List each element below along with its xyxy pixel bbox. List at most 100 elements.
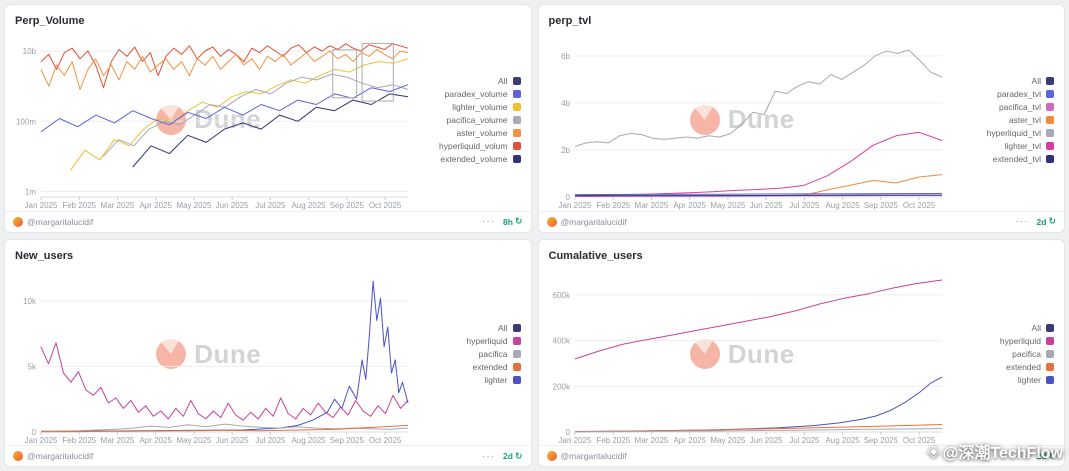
svg-text:600k: 600k — [552, 290, 570, 299]
legend-label: hyperliquid — [466, 336, 508, 347]
panel-footer: @margaritalucidif ··· 2d ↻ — [538, 445, 1064, 466]
svg-text:Jun 2025: Jun 2025 — [216, 201, 249, 210]
svg-text:Oct 2025: Oct 2025 — [902, 201, 935, 210]
svg-text:Jul 2025: Jul 2025 — [255, 201, 286, 210]
panel-menu-button[interactable]: ··· — [482, 450, 496, 462]
svg-text:Oct 2025: Oct 2025 — [369, 201, 402, 210]
legend-label: lighter — [1017, 375, 1041, 386]
legend-item[interactable]: extended_tvl — [946, 154, 1054, 164]
svg-text:Jan 2025: Jan 2025 — [25, 436, 58, 445]
chart-canvas[interactable]: 0 5k 10k Jan 2025 Feb 2025 Mar 2025 Apr 2025 Ma… — [5, 264, 413, 446]
legend-item[interactable]: hyperliquid_volum — [413, 141, 521, 151]
chart-canvas[interactable]: 0 2b 4b 6b Jan 2025 Feb 2025 Mar 2025 Apr 2025 M… — [539, 29, 947, 211]
legend-label: extended_tvl — [992, 153, 1041, 164]
legend-swatch — [512, 128, 521, 137]
legend-item[interactable]: aster_volume — [413, 128, 521, 138]
panel-title: Cumalative_users — [548, 249, 643, 262]
refresh-icon: ↻ — [1048, 216, 1056, 226]
legend-item[interactable]: hyperliquid_tvl — [946, 128, 1054, 138]
legend-item[interactable]: lighter_volume — [413, 102, 521, 112]
legend-item[interactable]: pacifica — [413, 349, 521, 359]
svg-text:Feb 2025: Feb 2025 — [62, 201, 96, 210]
legend-label: lighter_tvl — [1004, 140, 1041, 151]
svg-text:10b: 10b — [23, 47, 37, 56]
legend-label: pacifica_volume — [446, 114, 508, 125]
legend-item[interactable]: lighter — [946, 375, 1054, 385]
svg-text:10k: 10k — [23, 296, 37, 305]
legend-item[interactable]: pacifica — [946, 349, 1054, 359]
legend-label: hyperliquid_tvl — [986, 127, 1041, 138]
legend-item[interactable]: hyperliquid — [413, 336, 521, 346]
panel-header: perp_tvl — [539, 5, 1065, 29]
legend-item[interactable]: hyperliquid — [946, 336, 1054, 346]
legend-swatch — [512, 154, 521, 163]
legend-item[interactable]: extended_volume — [413, 154, 521, 164]
legend-item[interactable]: lighter — [413, 375, 521, 385]
legend-swatch — [512, 89, 521, 98]
legend-label: All — [1031, 75, 1041, 86]
svg-text:Apr 2025: Apr 2025 — [139, 201, 172, 210]
svg-text:Jun 2025: Jun 2025 — [216, 436, 249, 445]
refresh-badge[interactable]: 2d ↻ — [1037, 451, 1056, 462]
author-handle[interactable]: @margaritalucidif — [560, 451, 627, 461]
legend-label: aster_tvl — [1008, 114, 1041, 125]
svg-text:Jun 2025: Jun 2025 — [749, 201, 782, 210]
svg-text:Jan 2025: Jan 2025 — [558, 201, 591, 210]
author-avatar — [546, 451, 557, 461]
refresh-age: 2d — [1036, 451, 1047, 461]
legend-swatch — [512, 376, 521, 385]
legend-swatch — [1046, 376, 1054, 385]
legend-label: pacifica — [1012, 349, 1041, 360]
refresh-badge[interactable]: 2d ↻ — [503, 451, 522, 462]
author-handle[interactable]: @margaritalucidif — [560, 216, 627, 227]
svg-text:Apr 2025: Apr 2025 — [673, 201, 706, 210]
legend-item[interactable]: extended — [413, 362, 521, 372]
legend-swatch — [1046, 115, 1054, 124]
svg-text:1m: 1m — [25, 188, 36, 197]
refresh-icon: ↻ — [514, 450, 523, 461]
legend-item[interactable]: paradex_tvl — [946, 89, 1054, 99]
legend-item[interactable]: pacifica_tvl — [946, 102, 1054, 112]
panel-new-users: New_users Dune 0 5k 10k Jan 2025 Feb 2025 Mar… — [4, 238, 532, 467]
author-avatar — [13, 451, 23, 461]
author-handle[interactable]: @margaritalucidif — [27, 451, 94, 461]
refresh-badge[interactable]: 2d ↻ — [1037, 216, 1056, 227]
legend-item[interactable]: All — [946, 76, 1054, 86]
panel-menu-button[interactable]: ··· — [1015, 450, 1029, 462]
legend-item[interactable]: extended — [946, 362, 1054, 372]
panel-menu-button[interactable]: ··· — [1015, 216, 1029, 227]
legend-swatch — [1046, 128, 1054, 137]
refresh-badge[interactable]: 8h ↻ — [503, 216, 522, 227]
legend-label: paradex_tvl — [997, 88, 1041, 99]
techflow-handle: @深潮TechFlow — [942, 445, 1063, 462]
svg-text:5k: 5k — [28, 362, 37, 371]
legend-swatch — [1046, 154, 1054, 163]
panel-menu-button[interactable]: ··· — [482, 216, 496, 227]
panel-perp-volume: Perp_Volume Dune 1m 100m 10b Jan 2025 Feb 20… — [4, 4, 532, 233]
legend-label: aster_volume — [456, 127, 508, 138]
legend-item[interactable]: All — [413, 76, 521, 86]
legend-label: pacifica_tvl — [998, 101, 1041, 112]
legend-item[interactable]: aster_tvl — [946, 115, 1054, 125]
legend-item[interactable]: All — [413, 323, 521, 333]
legend-item[interactable]: All — [946, 323, 1054, 333]
legend-item[interactable]: paradex_volume — [413, 89, 521, 99]
legend-item[interactable]: lighter_tvl — [946, 141, 1054, 151]
author-handle[interactable]: @margaritalucidif — [27, 216, 94, 227]
panel-header: Perp_Volume — [5, 5, 531, 29]
author-avatar — [13, 216, 23, 227]
legend-item[interactable]: pacifica_volume — [413, 115, 521, 125]
panel-perp-tvl: perp_tvl Dune 0 2b 4b 6b Jan 2025 Feb 2025 Mar… — [537, 4, 1065, 233]
svg-text:100m: 100m — [16, 117, 36, 126]
svg-text:Sep 2025: Sep 2025 — [863, 201, 898, 210]
chart-canvas[interactable]: 0 200k 400k 600k Jan 2025 Feb 2025 Mar 2025 Apr… — [539, 264, 947, 446]
svg-text:Mar 2025: Mar 2025 — [634, 201, 668, 210]
panel-footer: @margaritalucidif ··· 2d ↻ — [538, 210, 1064, 232]
svg-text:Sep 2025: Sep 2025 — [863, 436, 898, 445]
legend-swatch — [1046, 337, 1054, 346]
chart-legend: All hyperliquid pacifica extended lighter — [946, 264, 1064, 446]
panel-header: Cumalative_users — [539, 240, 1065, 264]
chart-canvas[interactable]: 1m 100m 10b Jan 2025 Feb 2025 Mar 2025 Apr 202… — [5, 29, 413, 211]
legend-label: extended — [472, 362, 508, 373]
